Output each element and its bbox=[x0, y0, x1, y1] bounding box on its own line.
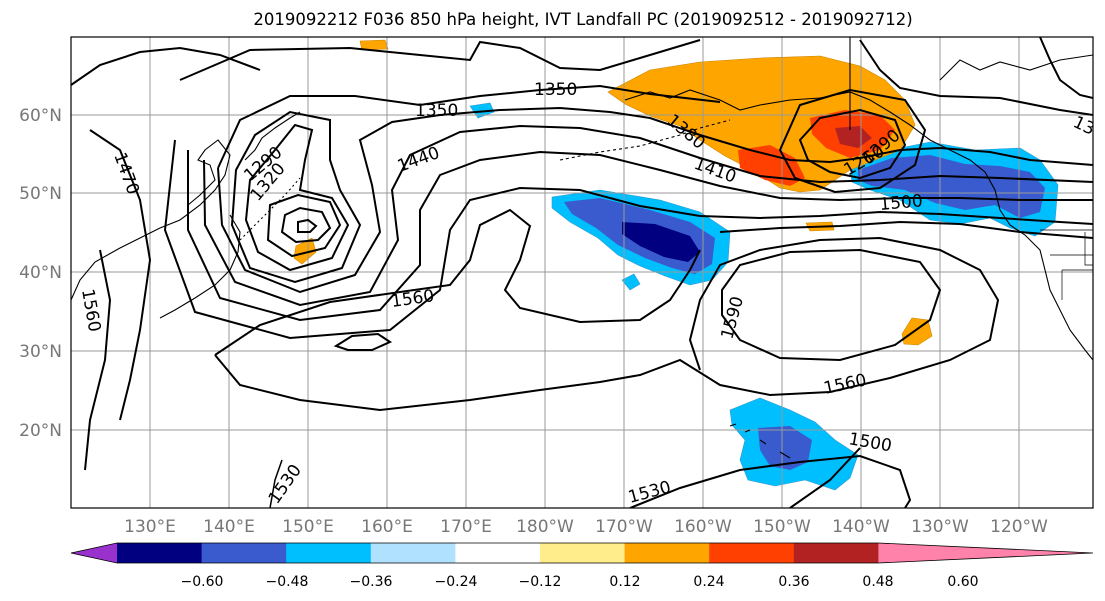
lat-label: 30°N bbox=[19, 342, 62, 362]
ivt-positive-shading bbox=[293, 39, 933, 346]
contour-1530-south bbox=[629, 454, 912, 508]
contour-label: 1350 bbox=[415, 101, 458, 121]
lon-label: 130°E bbox=[124, 517, 176, 537]
colorbar bbox=[70, 542, 1094, 564]
coast-kamchatka bbox=[244, 111, 301, 161]
contour-1560-west bbox=[84, 249, 112, 471]
shading-darkred-alaska bbox=[835, 126, 872, 148]
contour-ne-2 bbox=[1039, 37, 1093, 99]
contour-1560-main bbox=[214, 208, 701, 356]
lon-label: 140°W bbox=[832, 517, 890, 537]
coast-us-states bbox=[1040, 229, 1093, 300]
lat-label: 40°N bbox=[19, 263, 62, 283]
lon-label: 130°W bbox=[911, 517, 969, 537]
colorbar-segment bbox=[709, 543, 795, 563]
graticule bbox=[71, 37, 1093, 508]
contour-1500-south bbox=[789, 447, 861, 508]
coast-arctic bbox=[939, 54, 1093, 81]
contour-1320 bbox=[230, 110, 362, 284]
contour-1560-loop bbox=[214, 236, 1000, 412]
lat-label: 20°N bbox=[19, 421, 62, 441]
lon-label: 120°W bbox=[990, 517, 1048, 537]
colorbar-extend-high bbox=[878, 543, 1093, 563]
colorbar-segment bbox=[624, 543, 710, 563]
colorbar-tick-label: 0.36 bbox=[778, 574, 809, 590]
shading-orange-alaska bbox=[607, 55, 916, 193]
colorbar-tick-label: −0.12 bbox=[519, 574, 562, 590]
contour-1380 bbox=[203, 124, 1093, 307]
contour-label: 13 bbox=[1070, 112, 1098, 139]
lon-label: 160°E bbox=[361, 517, 413, 537]
latitude-labels: 60°N 50°N 40°N 30°N 20°N bbox=[19, 106, 62, 441]
shading-blue-pacific-core bbox=[622, 222, 700, 262]
contour-1500-north bbox=[719, 220, 1093, 239]
contour-label: 1350 bbox=[534, 80, 577, 100]
colorbar-extend-low bbox=[71, 543, 117, 563]
colorbar-tick-label: −0.48 bbox=[266, 574, 309, 590]
contour-1590 bbox=[721, 248, 942, 362]
shading-blue-hawaii-mid bbox=[758, 426, 812, 470]
colorbar-tick-label: −0.24 bbox=[435, 574, 478, 590]
colorbar-outline bbox=[70, 542, 1094, 564]
coast-hawaii bbox=[729, 423, 791, 459]
colorbar-tick-label: 0.60 bbox=[947, 574, 978, 590]
contour-1290 bbox=[244, 123, 350, 272]
lon-label: 150°E bbox=[282, 517, 334, 537]
contour-high-lat bbox=[179, 39, 701, 81]
colorbar-tick-label: 0.24 bbox=[693, 574, 724, 590]
shading-orange-small-1 bbox=[359, 39, 389, 51]
lat-label: 60°N bbox=[19, 106, 62, 126]
contour-low-1 bbox=[297, 218, 318, 233]
colorbar-segment bbox=[117, 543, 203, 563]
coastlines bbox=[71, 37, 1093, 459]
coast-north-america bbox=[999, 209, 1093, 361]
shading-lightblue-small-1 bbox=[621, 273, 641, 291]
lon-label: 170°E bbox=[440, 517, 492, 537]
height-contours bbox=[71, 37, 1093, 508]
map-title: 2019092212 F036 850 hPa height, IVT Land… bbox=[253, 10, 912, 29]
lon-label: 150°W bbox=[753, 517, 811, 537]
lon-label: 160°W bbox=[674, 517, 732, 537]
coast-kuril bbox=[239, 177, 301, 241]
contour-1410 bbox=[187, 150, 1093, 322]
longitude-labels: 130°E 140°E 150°E 160°E 170°E 180°W 170°… bbox=[124, 517, 1048, 537]
lat-label: 50°N bbox=[19, 184, 62, 204]
ivt-negative-shading bbox=[469, 102, 1059, 491]
lon-label: 170°W bbox=[595, 517, 653, 537]
contour-1350b bbox=[217, 106, 1093, 294]
colorbar-segment bbox=[540, 543, 626, 563]
map-frame bbox=[70, 36, 1094, 509]
contour-low-2 bbox=[280, 206, 332, 244]
contour-alaska-low-2 bbox=[778, 88, 927, 194]
coast-japan bbox=[159, 214, 241, 319]
shading-red-alaska-1 bbox=[738, 145, 805, 186]
colorbar-tick-labels: −0.60 −0.48 −0.36 −0.24 −0.12 0.12 0.24 … bbox=[181, 574, 979, 590]
colorbar-segment bbox=[201, 543, 287, 563]
contour-1590-small bbox=[333, 332, 393, 351]
colorbar-tick-label: 0.12 bbox=[609, 574, 640, 590]
colorbar-segment bbox=[286, 543, 372, 563]
contour-label: 1500 bbox=[879, 191, 924, 215]
contour-1440 bbox=[163, 139, 1093, 340]
colorbar-tick-label: −0.36 bbox=[350, 574, 393, 590]
lon-label: 180°W bbox=[516, 517, 574, 537]
contour-ne-1 bbox=[859, 39, 1093, 116]
colorbar-segment bbox=[793, 543, 879, 563]
colorbar-tick-label: 0.48 bbox=[862, 574, 893, 590]
contour-1350 bbox=[217, 84, 721, 169]
contour-high-lat-2 bbox=[71, 46, 261, 86]
contour-alaska-low bbox=[798, 108, 907, 180]
lon-label: 140°E bbox=[203, 517, 255, 537]
colorbar-segment bbox=[455, 543, 541, 563]
contour-low-3 bbox=[266, 193, 342, 258]
colorbar-segment bbox=[370, 543, 456, 563]
contour-1530-sw bbox=[269, 459, 283, 508]
contour-1470 bbox=[89, 129, 152, 421]
colorbar-tick-label: −0.60 bbox=[181, 574, 224, 590]
